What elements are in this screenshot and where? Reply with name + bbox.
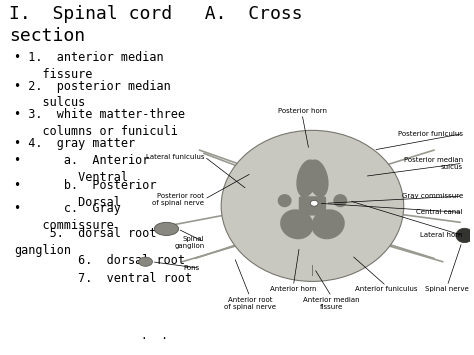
Text: Posterior funiculus: Posterior funiculus	[398, 131, 463, 137]
Text: Central canal: Central canal	[416, 209, 463, 215]
Text: .  .: . .	[141, 331, 168, 341]
Text: • 1.  anterior median
    fissure: • 1. anterior median fissure	[14, 51, 164, 81]
Text: Pons: Pons	[183, 265, 200, 271]
Text: Lateral funiculus: Lateral funiculus	[146, 154, 204, 160]
Ellipse shape	[278, 194, 292, 207]
Text: Lateral horn: Lateral horn	[420, 233, 463, 239]
FancyBboxPatch shape	[299, 196, 326, 215]
Ellipse shape	[296, 159, 318, 197]
Text: •      c.  Gray
    commissure: • c. Gray commissure	[14, 202, 121, 232]
Circle shape	[310, 200, 318, 206]
Text: •      a.  Anterior
         Ventral: • a. Anterior Ventral	[14, 154, 149, 184]
Text: Spinal nerve: Spinal nerve	[425, 286, 469, 292]
Ellipse shape	[307, 159, 328, 197]
Ellipse shape	[138, 257, 153, 266]
Text: Anterior funiculus: Anterior funiculus	[355, 286, 418, 292]
Text: I.  Spinal cord   A.  Cross: I. Spinal cord A. Cross	[9, 5, 303, 23]
Text: Gray commissure: Gray commissure	[401, 193, 463, 199]
Text: 6.  dorsal root: 6. dorsal root	[14, 254, 185, 267]
Ellipse shape	[154, 222, 179, 235]
Ellipse shape	[333, 194, 347, 207]
Text: Posterior median
sulcus: Posterior median sulcus	[404, 157, 463, 170]
Text: Anterior median
fissure: Anterior median fissure	[303, 296, 360, 310]
Text: Anterior root
of spinal nerve: Anterior root of spinal nerve	[224, 296, 276, 310]
Text: Posterior horn: Posterior horn	[277, 108, 327, 114]
Text: Spinal
ganglion: Spinal ganglion	[174, 235, 204, 248]
Text: Posterior root
of spinal nerve: Posterior root of spinal nerve	[152, 193, 204, 206]
Text: Anterior horn: Anterior horn	[270, 286, 317, 292]
Text: •      b.  Posterior
         Dorsal: • b. Posterior Dorsal	[14, 179, 156, 209]
Text: • 4.  gray matter: • 4. gray matter	[14, 137, 135, 150]
Ellipse shape	[280, 209, 313, 239]
Ellipse shape	[456, 228, 473, 243]
Text: 5.  dorsal root
ganglion: 5. dorsal root ganglion	[14, 227, 156, 257]
Ellipse shape	[221, 130, 404, 282]
Text: • 2.  posterior median
    sulcus: • 2. posterior median sulcus	[14, 80, 171, 109]
Ellipse shape	[311, 209, 345, 239]
Text: section: section	[9, 27, 85, 45]
Text: • 3.  white matter-three
    columns or funiculi: • 3. white matter-three columns or funic…	[14, 108, 185, 138]
Text: 7.  ventral root: 7. ventral root	[14, 272, 192, 285]
